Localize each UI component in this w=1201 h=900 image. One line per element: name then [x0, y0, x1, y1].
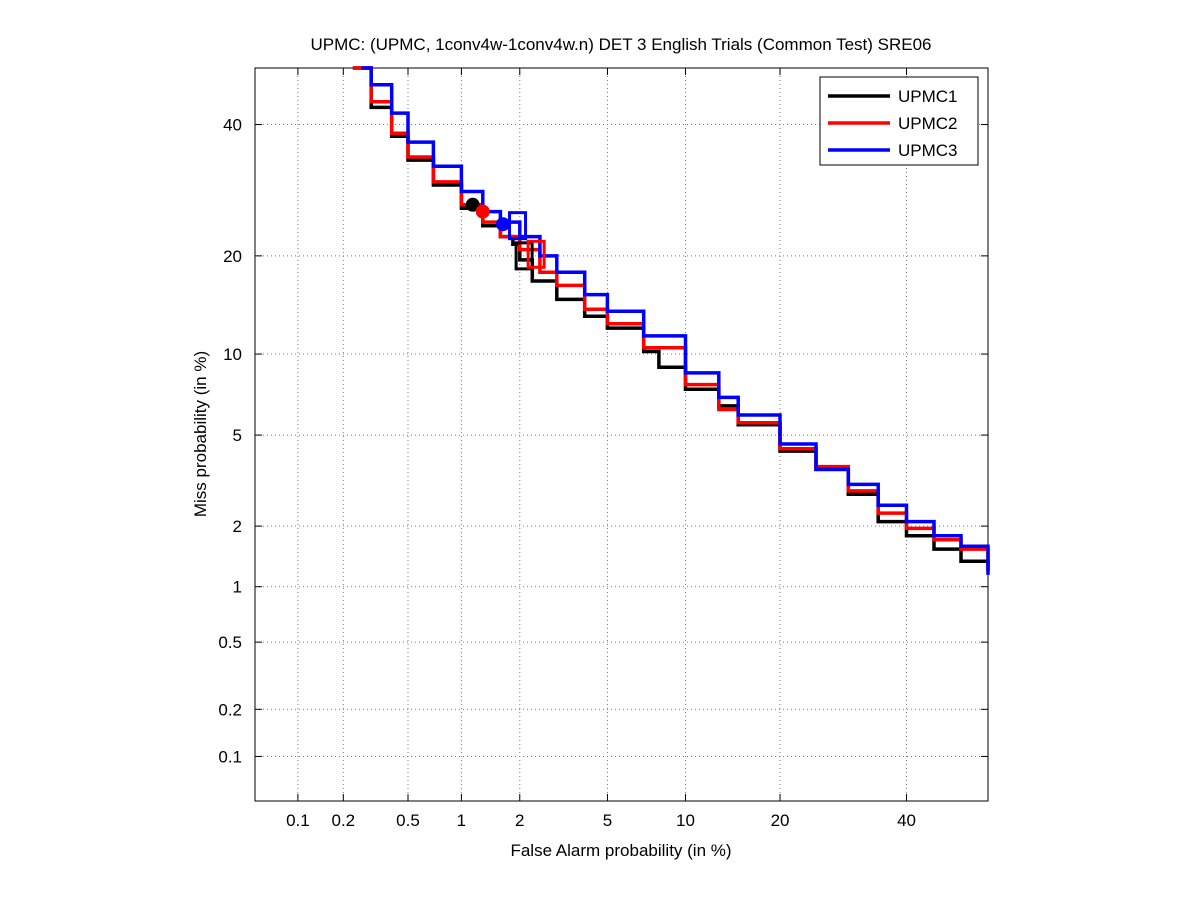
- x-tick-label: 20: [771, 811, 790, 830]
- legend-label-upmc2: UPMC2: [898, 114, 958, 133]
- x-tick-label: 0.1: [286, 811, 310, 830]
- upmc1-actual-dcf-marker: [514, 241, 534, 271]
- x-axis-label: False Alarm probability (in %): [510, 841, 731, 860]
- operating-point-markers: [465, 197, 546, 271]
- axis-ticks: 0.1 0.2 0.5 1 2 5 10 20 40 0.1 0.2 0.5 1 2 5 10 20 40: [218, 68, 988, 830]
- y-tick-label: 1: [233, 578, 242, 597]
- y-tick-label: 0.5: [218, 633, 242, 652]
- x-tick-label: 5: [603, 811, 612, 830]
- upmc2-actual-dcf-marker: [526, 239, 546, 269]
- y-axis-label: Miss probability (in %): [191, 351, 210, 517]
- upmc3-min-dcf-marker: [495, 217, 510, 232]
- y-tick-label: 5: [233, 426, 242, 445]
- x-tick-label: 1: [457, 811, 466, 830]
- upmc2-min-dcf-marker: [475, 204, 490, 219]
- legend-label-upmc3: UPMC3: [898, 141, 958, 160]
- chart-title: UPMC: (UPMC, 1conv4w-1conv4w.n) DET 3 En…: [310, 35, 931, 54]
- y-tick-label: 2: [233, 517, 242, 536]
- upmc1-min-dcf-marker: [465, 197, 480, 212]
- series-line-upmc3: [361, 66, 990, 575]
- x-tick-label: 0.2: [331, 811, 355, 830]
- legend: UPMC1 UPMC2 UPMC3: [819, 76, 979, 166]
- x-tick-label: 0.5: [396, 811, 420, 830]
- y-tick-label: 40: [223, 116, 242, 135]
- plot-area: [254, 67, 989, 802]
- series-line-upmc2: [352, 66, 990, 568]
- y-tick-label: 20: [223, 247, 242, 266]
- upmc3-actual-dcf-marker: [508, 211, 528, 241]
- x-tick-label: 40: [897, 811, 916, 830]
- y-tick-label: 0.2: [218, 700, 242, 719]
- y-tick-label: 10: [223, 345, 242, 364]
- legend-label-upmc1: UPMC1: [898, 87, 958, 106]
- x-tick-label: 10: [676, 811, 695, 830]
- series-lines: [352, 66, 990, 575]
- x-tick-label: 2: [515, 811, 524, 830]
- y-tick-label: 0.1: [218, 747, 242, 766]
